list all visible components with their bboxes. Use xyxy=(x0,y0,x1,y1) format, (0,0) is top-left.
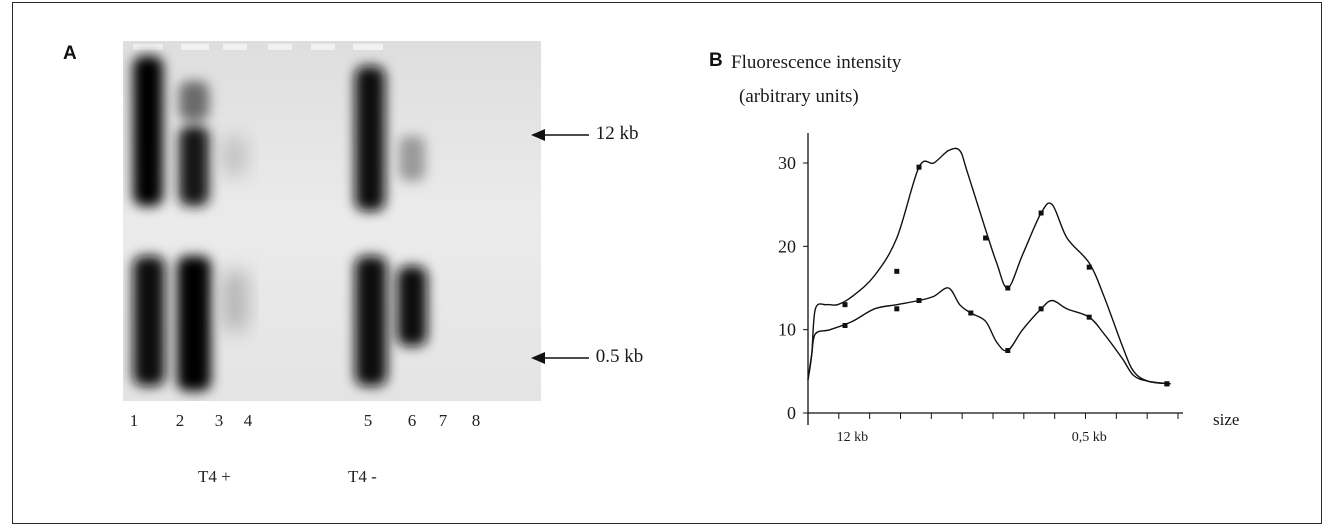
lane-number: 8 xyxy=(471,411,481,430)
group-label-t4-minus: T4 - xyxy=(348,467,377,486)
series-2-point xyxy=(916,298,922,303)
series-2-point xyxy=(1038,306,1044,312)
group-label-t4-plus: T4 + xyxy=(198,467,231,486)
lane-number: 6 xyxy=(407,411,417,430)
x-tick-label: 0,5 kb xyxy=(1072,430,1107,445)
marker-12kb-label: 12 kb xyxy=(595,123,639,144)
series-2-point xyxy=(842,323,848,328)
x-axis-label: size xyxy=(1213,410,1239,429)
arrow-left-icon xyxy=(531,128,589,141)
lane-number: 1 xyxy=(129,411,139,430)
series-1-point xyxy=(916,164,922,170)
lane-number: 3 xyxy=(214,411,224,430)
plot-title-line2: (arbitrary units) xyxy=(739,86,859,107)
lane-number: 2 xyxy=(175,411,185,430)
panel-a-letter: A xyxy=(63,43,77,64)
series-2-point xyxy=(1164,381,1170,387)
gel-image xyxy=(123,41,541,401)
panel-b-letter: B xyxy=(709,50,723,71)
y-tick-label: 20 xyxy=(778,236,796,256)
lane-number: 5 xyxy=(363,411,373,430)
marker-05kb: 0.5 kb xyxy=(531,346,643,368)
series-1-point xyxy=(1038,210,1044,216)
figure-frame: A xyxy=(12,2,1322,524)
y-tick-label: 30 xyxy=(778,153,796,173)
y-tick-label: 10 xyxy=(778,320,796,340)
lane-number: 4 xyxy=(243,411,253,430)
series-1-point xyxy=(1086,264,1092,270)
fluorescence-chart: 0 10 20 30 12 kb 0,5 kb size xyxy=(753,123,1293,463)
arrow-left-icon xyxy=(531,351,589,364)
series-2-point xyxy=(894,306,900,312)
series-line-1 xyxy=(807,147,1171,385)
series-2-point xyxy=(1086,314,1092,320)
series-line-2 xyxy=(807,287,1171,385)
chart-svg: 0 10 20 30 12 kb 0,5 kb size xyxy=(778,133,1239,445)
series-2-point xyxy=(1005,348,1011,353)
marker-12kb: 12 kb xyxy=(531,123,639,145)
x-tick-label: 12 kb xyxy=(837,430,869,445)
series-1-point xyxy=(983,235,989,241)
series-1-point xyxy=(1005,285,1011,291)
marker-05kb-label: 0.5 kb xyxy=(595,346,644,367)
plot-title-line1: Fluorescence intensity xyxy=(731,52,902,73)
lane-number: 7 xyxy=(438,411,448,430)
y-tick-label: 0 xyxy=(787,403,796,423)
series-1-point xyxy=(894,268,900,274)
series-1-point xyxy=(842,302,848,308)
series-2-point xyxy=(968,310,974,316)
